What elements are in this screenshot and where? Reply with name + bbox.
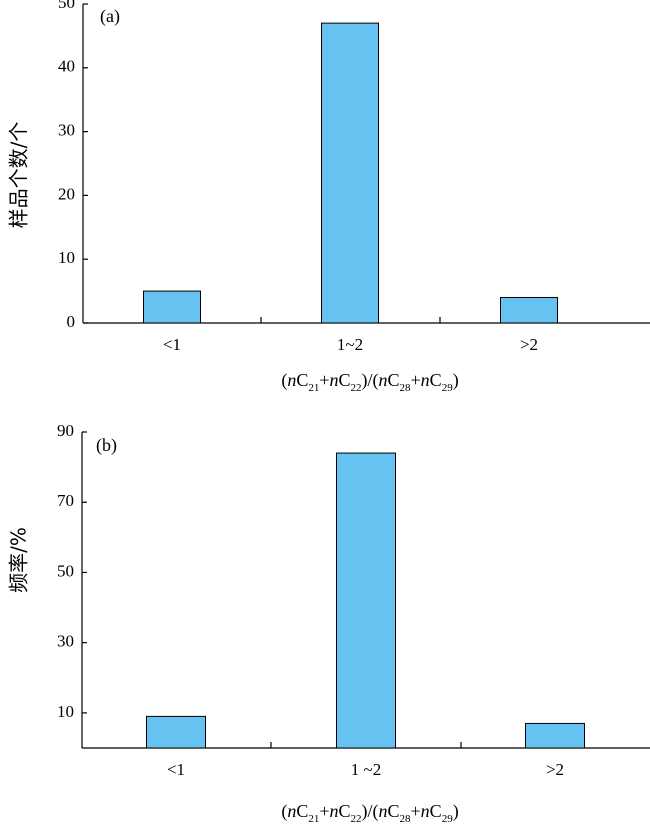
chart-panel-a: (a) 0 10 20 30 40 50 <1 1~2 >2 样品个数/个 (nC21+nC2… [7,0,650,394]
bar [146,715,206,749]
x-tick-label: >2 [520,335,538,354]
y-tick-label: 0 [67,312,76,331]
x-tick-label: 1 ~2 [351,760,381,779]
y-axis-label-a: 样品个数/个 [7,122,31,229]
y-tick-label: 10 [57,702,74,721]
y-tick-label: 90 [57,421,74,440]
y-tick-label: 30 [57,632,74,651]
x-axis-label-b: (nC21+nC22)/(nC28+nC29) [281,801,458,824]
y-axis-label-b: 频率/% [7,527,31,593]
y-tick-label: 70 [57,491,74,510]
bar [525,722,585,749]
x-tick-label: >2 [546,760,564,779]
panel-label-a: (a) [100,6,120,27]
y-tick-label: 30 [58,121,75,140]
y-tick-label: 50 [58,0,75,12]
x-tick-label: <1 [167,760,185,779]
chart-panel-b: (b) 10 30 50 70 90 <1 1 ~2 >2 频率/% (nC21+nC22)… [7,421,650,824]
y-tick-label: 40 [58,57,75,76]
y-tick-label: 50 [57,561,74,580]
panel-label-b: (b) [96,435,117,456]
bar [500,296,558,324]
bar [143,290,201,324]
y-tick-label: 10 [58,248,75,267]
y-tick-label: 20 [58,184,75,203]
x-tick-label: 1~2 [337,335,363,354]
bar [336,452,396,749]
x-tick-label: <1 [163,335,181,354]
bar [321,22,379,324]
x-axis-label-a: (nC21+nC22)/(nC28+nC29) [281,370,458,394]
